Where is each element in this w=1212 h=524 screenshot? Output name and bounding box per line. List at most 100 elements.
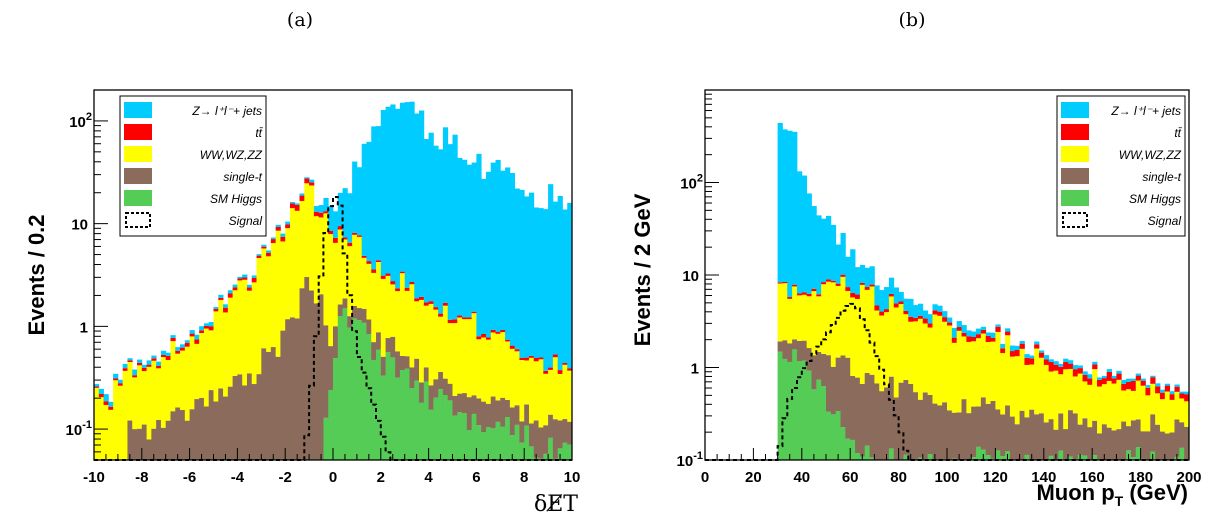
bar-z-l-l-jets <box>1000 343 1006 349</box>
bar-single-t <box>442 378 449 395</box>
bar-ww-wz-zz <box>165 360 171 421</box>
bar-z-l-l-jets <box>922 310 929 319</box>
bar-tt- <box>1150 377 1156 384</box>
bar-ww-wz-zz <box>189 336 195 410</box>
bar-single-t <box>371 342 377 360</box>
bar-single-t <box>1169 432 1175 460</box>
bar-ww-wz-zz <box>376 262 382 333</box>
bar-sm-higgs <box>366 334 372 460</box>
bar-single-t <box>423 367 429 382</box>
bar-single-t <box>514 405 520 425</box>
bar-single-t <box>270 347 277 460</box>
bar-z-l-l-jets <box>869 266 875 285</box>
bar-single-t <box>127 420 133 460</box>
bar-sm-higgs <box>342 308 348 460</box>
bar-tt- <box>1024 357 1030 365</box>
bar-tt- <box>1159 392 1166 400</box>
bar-z-l-l-jets <box>1179 391 1185 394</box>
bar-tt- <box>333 237 339 243</box>
bar-single-t <box>1082 418 1088 456</box>
bar-tt- <box>170 337 176 342</box>
bar-z-l-l-jets <box>113 373 119 379</box>
bar-z-l-l-jets <box>1077 365 1083 369</box>
bar-z-l-l-jets <box>390 104 396 282</box>
bar-tt- <box>180 347 186 351</box>
bar-z-l-l-jets <box>285 221 291 225</box>
bar-ww-wz-zz <box>543 373 549 426</box>
bar-single-t <box>548 414 554 438</box>
bar-ww-wz-zz <box>942 321 948 403</box>
bar-tt- <box>1048 361 1054 372</box>
bar-z-l-l-jets <box>227 290 234 294</box>
bar-tt- <box>1000 348 1006 354</box>
bar-z-l-l-jets <box>447 144 453 320</box>
bar-ww-wz-zz <box>409 284 415 368</box>
bar-sm-higgs <box>376 349 382 460</box>
bar-single-t <box>184 420 190 460</box>
bar-single-t <box>1121 421 1127 460</box>
bar-z-l-l-jets <box>141 364 147 368</box>
bar-single-t <box>1097 433 1103 460</box>
bar-ww-wz-zz <box>528 357 535 424</box>
bar-z-l-l-jets <box>347 193 353 243</box>
bar-z-l-l-jets <box>203 323 210 326</box>
bar-ww-wz-zz <box>199 333 205 398</box>
bar-single-t <box>1179 422 1185 448</box>
bar-ww-wz-zz <box>304 183 310 278</box>
bar-z-l-l-jets <box>947 317 953 323</box>
bar-ww-wz-zz <box>538 359 544 428</box>
bar-sm-higgs <box>888 448 895 460</box>
bar-ww-wz-zz <box>908 321 914 384</box>
bar-ww-wz-zz <box>423 305 429 368</box>
bar-tt- <box>227 293 234 298</box>
bar-sm-higgs <box>976 446 982 460</box>
bar-sm-higgs <box>481 432 487 460</box>
bar-sm-higgs <box>1082 455 1088 460</box>
bar-tt- <box>1077 368 1083 374</box>
bar-tt- <box>309 182 315 186</box>
bar-tt- <box>557 370 563 374</box>
bar-tt- <box>1097 379 1103 387</box>
bar-single-t <box>908 383 914 460</box>
bar-single-t <box>132 429 138 460</box>
bar-sm-higgs <box>505 417 511 460</box>
bar-sm-higgs <box>1135 447 1141 460</box>
bar-z-l-l-jets <box>294 203 300 205</box>
bar-z-l-l-jets <box>256 254 262 256</box>
bar-ww-wz-zz <box>966 341 972 414</box>
bar-single-t <box>180 410 186 460</box>
bar-tt- <box>457 315 463 318</box>
bar-tt- <box>1140 380 1146 386</box>
x-tick-label: 6 <box>472 469 480 486</box>
bar-single-t <box>543 425 549 454</box>
bar-z-l-l-jets <box>971 331 977 337</box>
bar-ww-wz-zz <box>466 319 473 398</box>
bar-tt- <box>1111 378 1117 384</box>
x-tick-label: -6 <box>183 469 196 486</box>
bar-single-t <box>189 409 195 460</box>
bar-tt- <box>937 311 943 316</box>
bar-ww-wz-zz <box>103 404 109 460</box>
bar-ww-wz-zz <box>390 284 396 337</box>
bar-tt- <box>826 279 832 282</box>
bar-single-t <box>826 355 832 412</box>
bar-tt- <box>481 334 487 338</box>
bar-single-t <box>481 401 487 433</box>
bar-tt- <box>1029 358 1035 365</box>
bar-z-l-l-jets <box>917 303 924 316</box>
bar-z-l-l-jets <box>117 379 124 384</box>
bar-ww-wz-zz <box>1111 383 1117 431</box>
x-tick-label: -8 <box>135 469 148 486</box>
bar-ww-wz-zz <box>1097 386 1103 434</box>
bar-tt- <box>552 354 559 358</box>
bar-ww-wz-zz <box>927 327 933 395</box>
bar-single-t <box>816 351 822 380</box>
bar-tt- <box>1155 386 1161 394</box>
legend-label: WW,WZ,ZZ <box>1119 148 1182 162</box>
bar-z-l-l-jets <box>160 350 167 355</box>
bar-sm-higgs <box>333 358 339 460</box>
bar-tt- <box>223 307 229 313</box>
bar-z-l-l-jets <box>1140 378 1146 381</box>
bar-single-t <box>294 318 300 460</box>
bar-sm-higgs <box>500 426 506 460</box>
